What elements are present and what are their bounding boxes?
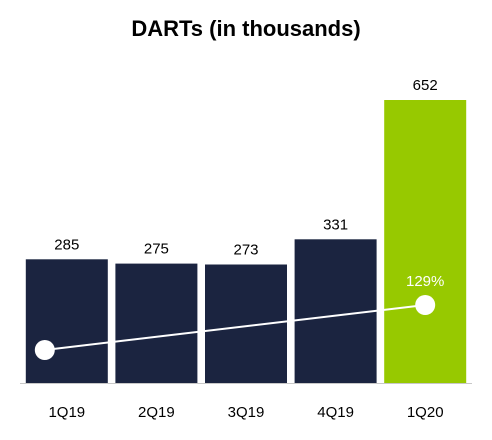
growth-label: 129% — [406, 273, 444, 290]
tick-label-1q19: 1Q19 — [48, 404, 85, 421]
data-label-3q19: 273 — [233, 242, 258, 259]
tick-label-3q19: 3Q19 — [228, 404, 265, 421]
bar-1q19 — [25, 259, 108, 383]
data-label-4q19: 331 — [323, 216, 348, 233]
bar-2q19 — [115, 263, 198, 383]
growth-line — [44, 304, 426, 351]
data-label-1q20: 652 — [413, 77, 438, 94]
growth-end-marker — [415, 295, 436, 315]
tick-label-2q19: 2Q19 — [138, 404, 175, 421]
data-label-1q19: 285 — [54, 236, 79, 253]
data-label-2q19: 275 — [144, 241, 169, 258]
tick-label-4q19: 4Q19 — [317, 404, 354, 421]
bar-4q19 — [294, 239, 377, 383]
tick-label-1q20: 1Q20 — [407, 404, 444, 421]
chart-title: DARTs (in thousands) — [131, 16, 361, 41]
growth-start-marker — [34, 340, 55, 360]
bar-1q20 — [384, 100, 467, 383]
